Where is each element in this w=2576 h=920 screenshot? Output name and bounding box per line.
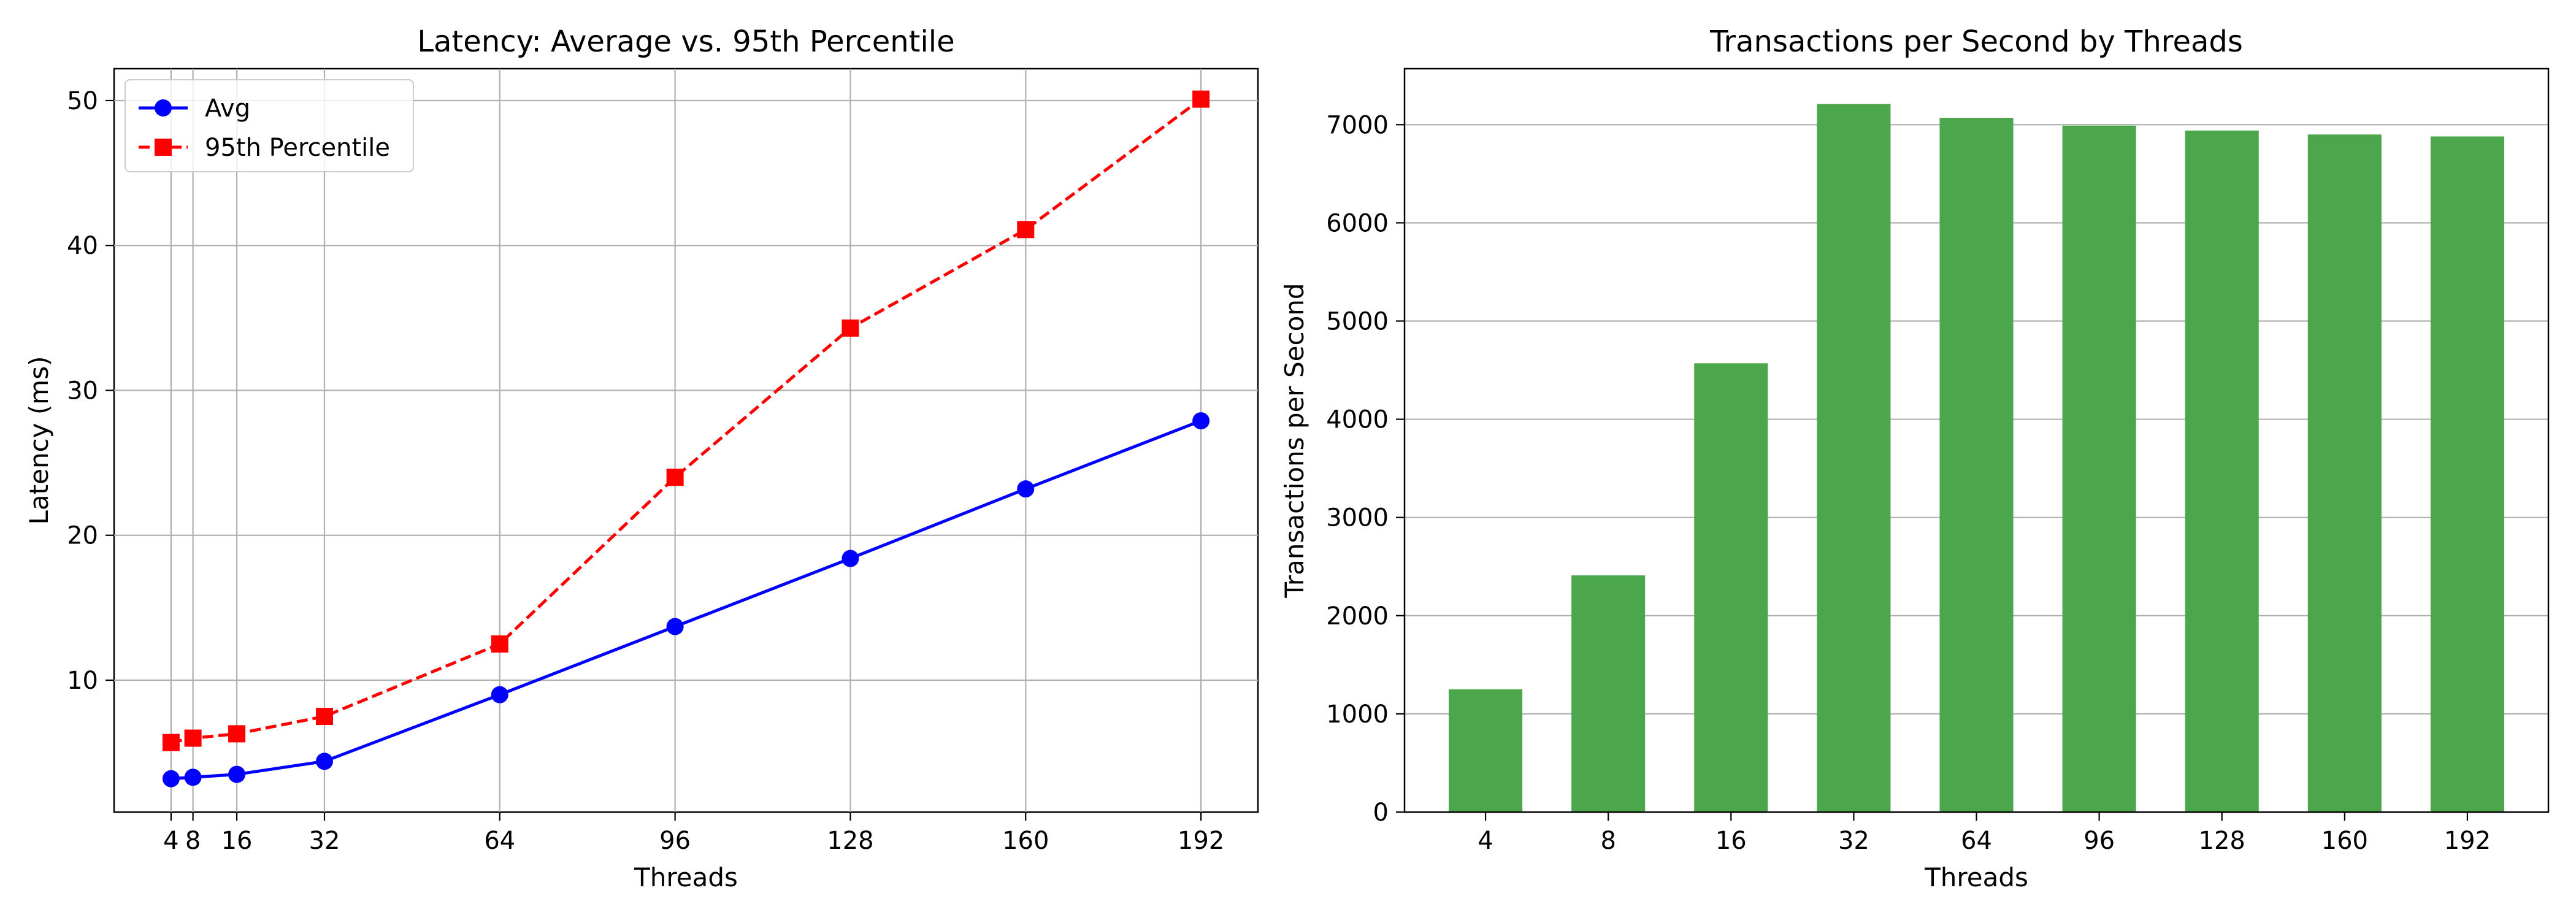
y-tick-label: 7000 (1326, 111, 1389, 139)
bar-threads-160 (2307, 134, 2382, 813)
data-point-avg (841, 550, 859, 567)
y-tick-label: 40 (67, 232, 98, 260)
data-point-95th-percentile (228, 725, 246, 743)
bar-threads-128 (2185, 130, 2259, 812)
x-tick-label: 96 (659, 827, 691, 855)
legend-entry-95th-percentile: 95th Percentile (139, 134, 390, 162)
y-tick-label: 10 (67, 667, 98, 695)
x-tick-label: 96 (2083, 827, 2115, 855)
x-tick-label: 160 (1002, 827, 1049, 855)
latency-y-axis-label: Latency (ms) (24, 356, 54, 525)
x-tick-label: 128 (827, 827, 873, 855)
data-point-95th-percentile (1192, 90, 1210, 108)
data-point-avg (184, 769, 202, 786)
y-tick-label: 4000 (1326, 406, 1389, 434)
bar-threads-8 (1571, 575, 1646, 812)
tps-chart-title: Transactions per Second by Threads (1709, 25, 2243, 59)
data-point-95th-percentile (315, 708, 333, 726)
tps-y-ticks: 0 1000 2000 3000 4000 5000 6000 7000 (1326, 111, 1405, 827)
x-tick-label: 192 (1178, 827, 1224, 855)
x-tick-label: 32 (1838, 827, 1869, 855)
bar-threads-4 (1449, 689, 1523, 812)
data-point-avg (1017, 480, 1035, 498)
bar-threads-192 (2430, 136, 2504, 813)
data-point-95th-percentile (1017, 221, 1035, 239)
tps-bars (1449, 104, 2504, 813)
data-point-95th-percentile (491, 635, 508, 653)
legend-label-avg: Avg (205, 94, 250, 123)
x-tick-label: 32 (309, 827, 340, 855)
legend-marker-avg (155, 99, 172, 117)
data-point-avg (1192, 412, 1210, 430)
latency-legend: Avg 95th Percentile (125, 79, 414, 172)
y-tick-label: 50 (67, 87, 98, 115)
latency-y-ticks: 10 20 30 40 50 (67, 87, 114, 695)
x-tick-label: 8 (185, 827, 201, 855)
data-point-95th-percentile (162, 734, 180, 751)
latency-plot-area (113, 67, 1259, 813)
y-tick-label: 30 (67, 377, 98, 405)
x-tick-label: 64 (484, 827, 515, 855)
y-tick-label: 2000 (1326, 602, 1389, 631)
data-point-avg (162, 770, 180, 788)
bar-threads-96 (2062, 125, 2136, 812)
latency-chart-title: Latency: Average vs. 95th Percentile (417, 25, 954, 59)
bar-threads-16 (1694, 363, 1768, 812)
latency-grid (114, 69, 1258, 812)
y-tick-label: 1000 (1326, 700, 1389, 729)
x-tick-label: 160 (2321, 827, 2368, 855)
y-tick-label: 0 (1373, 799, 1389, 827)
latency-x-axis-label: Threads (634, 862, 738, 892)
y-tick-label: 20 (67, 522, 98, 550)
bar-threads-64 (1939, 118, 2014, 812)
data-point-95th-percentile (841, 319, 859, 337)
data-point-avg (491, 686, 508, 703)
x-tick-label: 16 (221, 827, 253, 855)
y-tick-label: 6000 (1326, 209, 1389, 237)
data-point-avg (228, 765, 246, 783)
y-tick-label: 5000 (1326, 307, 1389, 335)
x-tick-label: 64 (1961, 827, 1992, 855)
latency-chart: 4 8 16 32 64 96 128 160 192 10 20 30 40 50 Latency: … (24, 25, 1259, 892)
x-tick-label: 16 (1715, 827, 1747, 855)
legend-box (125, 79, 414, 172)
data-point-avg (666, 618, 684, 635)
y-tick-label: 3000 (1326, 504, 1389, 532)
latency-x-ticks: 4 8 16 32 64 96 128 160 192 (163, 812, 1224, 855)
series-line-95th-percentile (171, 98, 1202, 745)
data-point-95th-percentile (184, 729, 202, 747)
legend-marker-95th-percentile (155, 139, 172, 156)
legend-entry-avg: Avg (139, 94, 250, 123)
x-tick-label: 128 (2199, 827, 2245, 855)
tps-y-axis-label: Transactions per Second (1279, 283, 1309, 598)
data-point-95th-percentile (666, 469, 684, 486)
x-tick-label: 4 (1478, 827, 1493, 855)
tps-x-axis-label: Threads (1924, 862, 2028, 892)
x-tick-label: 8 (1600, 827, 1616, 855)
latency-series (162, 90, 1210, 788)
bar-threads-32 (1817, 104, 1891, 812)
legend-label-95th-percentile: 95th Percentile (205, 134, 390, 162)
x-tick-label: 192 (2444, 827, 2491, 855)
x-tick-label: 4 (163, 827, 178, 855)
data-point-avg (315, 753, 333, 770)
series-line-avg (171, 419, 1202, 781)
tps-x-ticks: 4 8 16 32 64 96 128 160 192 (1478, 812, 2491, 855)
tps-chart: 4 8 16 32 64 96 128 160 192 0 1000 2000 3000 4000 500… (1279, 25, 2550, 892)
